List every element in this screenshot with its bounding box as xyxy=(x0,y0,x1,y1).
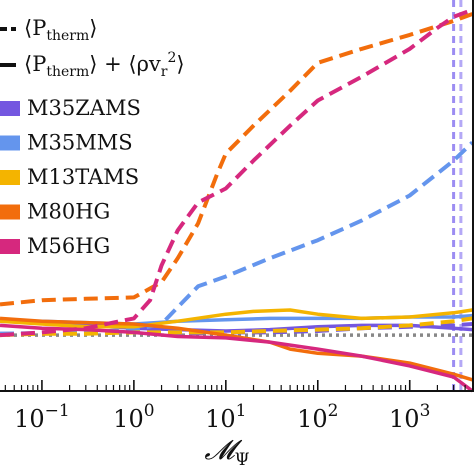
legend-swatch-m80hg xyxy=(0,204,20,220)
legend-label-m80hg: M80HG xyxy=(27,200,110,224)
legend-style-label: ⟨Ptherm⟩ xyxy=(24,16,97,44)
legend-label-m35mms: M35MMS xyxy=(27,131,133,155)
series-m35mms-dashed xyxy=(0,140,474,336)
x-tick-label: 102 xyxy=(297,401,338,433)
series-m80hg-dashed xyxy=(0,12,474,307)
legend-swatch-m35mms xyxy=(0,135,20,151)
x-tick-label: 100 xyxy=(113,401,154,433)
series-m56hg-solid xyxy=(0,323,474,393)
x-axis-title: 𝓜Ψ xyxy=(204,435,249,470)
legend: ⟨Ptherm⟩ ⟨Ptherm⟩ + ⟨ρvr2⟩ M35ZAMS M35MMS M1… xyxy=(0,16,185,258)
x-axis: 10−1 100 101 102 103 xyxy=(0,0,474,433)
legend-swatch-m56hg xyxy=(0,239,20,254)
legend-swatch-m13tams xyxy=(0,170,20,185)
legend-label-m35zams: M35ZAMS xyxy=(27,96,141,120)
legend-label-m56hg: M56HG xyxy=(27,234,110,258)
x-tick-label: 101 xyxy=(205,401,246,433)
plot-area xyxy=(0,0,474,393)
legend-style-label: ⟨Ptherm⟩ + ⟨ρvr2⟩ xyxy=(24,50,185,80)
legend-swatch-m35zams xyxy=(0,101,20,116)
series-m56hg-dashed xyxy=(0,7,474,338)
x-tick-label: 10−1 xyxy=(14,401,70,433)
legend-label-m13tams: M13TAMS xyxy=(27,165,139,189)
x-tick-label: 103 xyxy=(389,401,430,433)
